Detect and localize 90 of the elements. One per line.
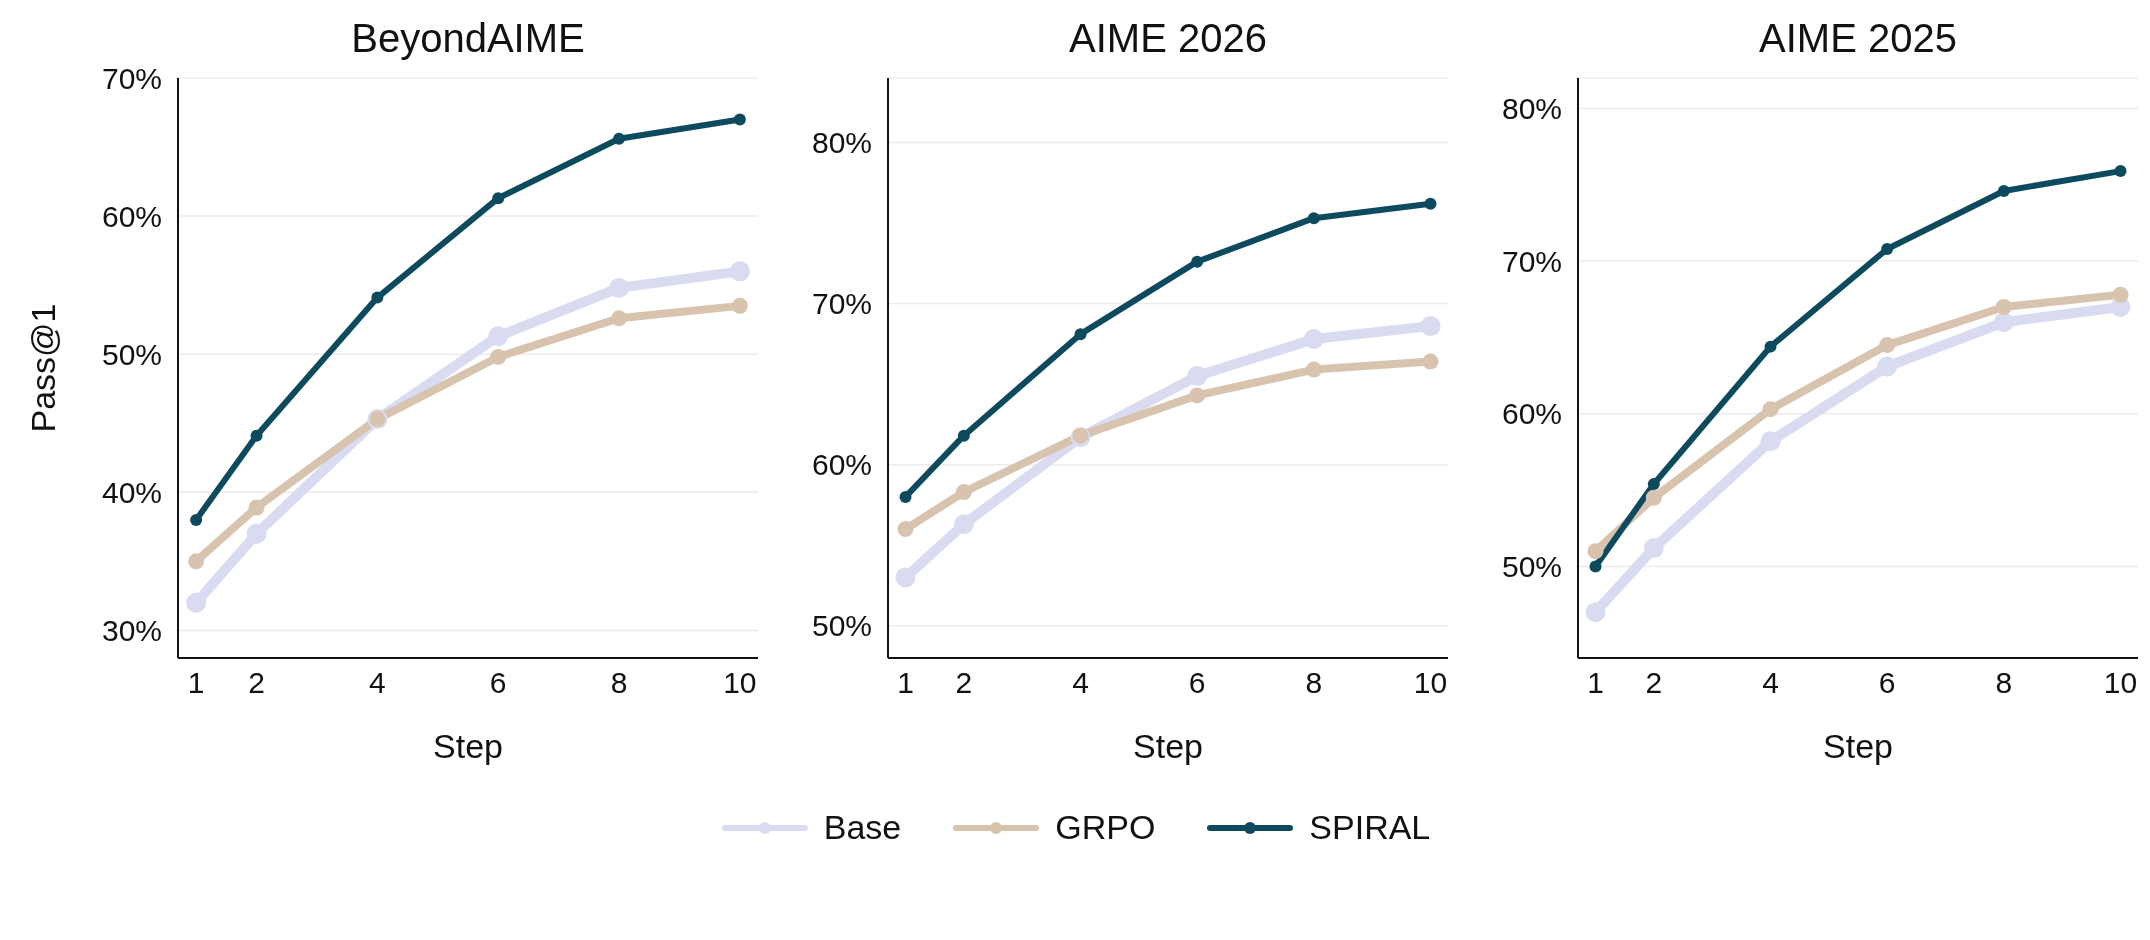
chart-title: AIME 2025 — [1758, 15, 1958, 62]
point — [895, 567, 916, 588]
x-axis-title: Step — [1823, 727, 1893, 765]
y-tick-label: 60% — [101, 199, 162, 233]
point — [609, 277, 630, 298]
point — [190, 513, 203, 526]
legend-label: GRPO — [1055, 808, 1156, 847]
y-tick-label: 80% — [811, 126, 872, 160]
x-axis-title: Step — [433, 727, 503, 765]
point — [957, 429, 970, 442]
legend-label: SPIRAL — [1309, 808, 1431, 847]
y-tick-label: 60% — [1501, 397, 1562, 431]
point — [1643, 538, 1664, 559]
point — [1764, 340, 1777, 353]
point — [1645, 489, 1662, 506]
x-tick-label: 1 — [187, 666, 205, 700]
x-tick-label: 4 — [1762, 666, 1779, 700]
x-tick-label: 8 — [1995, 666, 2013, 700]
point — [2112, 286, 2129, 303]
point — [1307, 212, 1320, 225]
point — [1424, 197, 1437, 210]
point — [1187, 366, 1208, 387]
y-tick-label: 70% — [101, 61, 162, 95]
point — [1877, 356, 1898, 377]
point — [731, 297, 748, 314]
y-tick-label: 60% — [811, 448, 872, 482]
point — [1589, 560, 1602, 573]
point — [897, 521, 914, 538]
point — [953, 514, 974, 535]
point — [1995, 298, 2012, 315]
point — [490, 348, 507, 365]
point — [488, 326, 509, 347]
y-tick-label: 70% — [811, 287, 872, 321]
point — [492, 192, 505, 205]
point — [188, 553, 205, 570]
chart-title: BeyondAIME — [350, 15, 586, 62]
point — [1881, 242, 1894, 255]
point — [1074, 328, 1087, 341]
y-tick-label: 50% — [811, 609, 872, 643]
point — [1420, 316, 1441, 337]
x-tick-label: 2 — [248, 666, 265, 700]
y-tick-label: 50% — [101, 337, 162, 371]
point — [250, 429, 263, 442]
point — [1585, 602, 1606, 623]
point — [1191, 255, 1204, 268]
x-tick-label: 2 — [955, 666, 973, 700]
point — [955, 484, 972, 501]
point — [611, 310, 628, 327]
x-tick-label: 10 — [2103, 666, 2138, 700]
x-tick-label: 8 — [1305, 666, 1323, 700]
legend-label: Base — [823, 808, 902, 847]
x-tick-label: 4 — [369, 666, 386, 700]
point — [1993, 312, 2014, 333]
point — [1587, 543, 1604, 560]
point — [733, 113, 746, 126]
y-tick-label: 40% — [101, 475, 162, 509]
point — [1305, 361, 1322, 378]
x-tick-label: 1 — [1587, 666, 1604, 700]
x-tick-label: 6 — [489, 666, 507, 700]
point — [2114, 165, 2127, 178]
y-tick-label: 30% — [101, 614, 162, 648]
point — [729, 261, 750, 282]
point — [899, 490, 912, 503]
point — [1879, 337, 1896, 354]
point — [613, 132, 626, 145]
x-tick-label: 2 — [1645, 666, 1663, 700]
y-tick-label: 50% — [1501, 550, 1562, 584]
point — [1303, 329, 1324, 349]
x-tick-label: 6 — [1188, 666, 1206, 700]
x-tick-label: 6 — [1878, 666, 1896, 700]
chart-title: AIME 2026 — [1068, 15, 1268, 62]
point — [1647, 478, 1660, 490]
x-axis-title: Step — [1133, 727, 1203, 765]
point — [246, 523, 267, 544]
point — [1997, 184, 2010, 197]
point — [1189, 387, 1206, 404]
y-axis-title: Pass@1 — [24, 303, 63, 433]
y-tick-label: 70% — [1501, 244, 1562, 278]
x-tick-label: 1 — [897, 666, 914, 700]
x-tick-label: 8 — [610, 666, 628, 700]
point — [371, 291, 384, 304]
x-tick-label: 10 — [1413, 666, 1448, 700]
y-tick-label: 80% — [1501, 92, 1562, 126]
x-tick-label: 4 — [1072, 666, 1089, 700]
point — [1762, 401, 1779, 418]
point — [1760, 431, 1781, 452]
point — [186, 592, 207, 613]
point — [248, 499, 265, 516]
x-tick-label: 10 — [723, 666, 757, 700]
point — [1422, 353, 1439, 370]
